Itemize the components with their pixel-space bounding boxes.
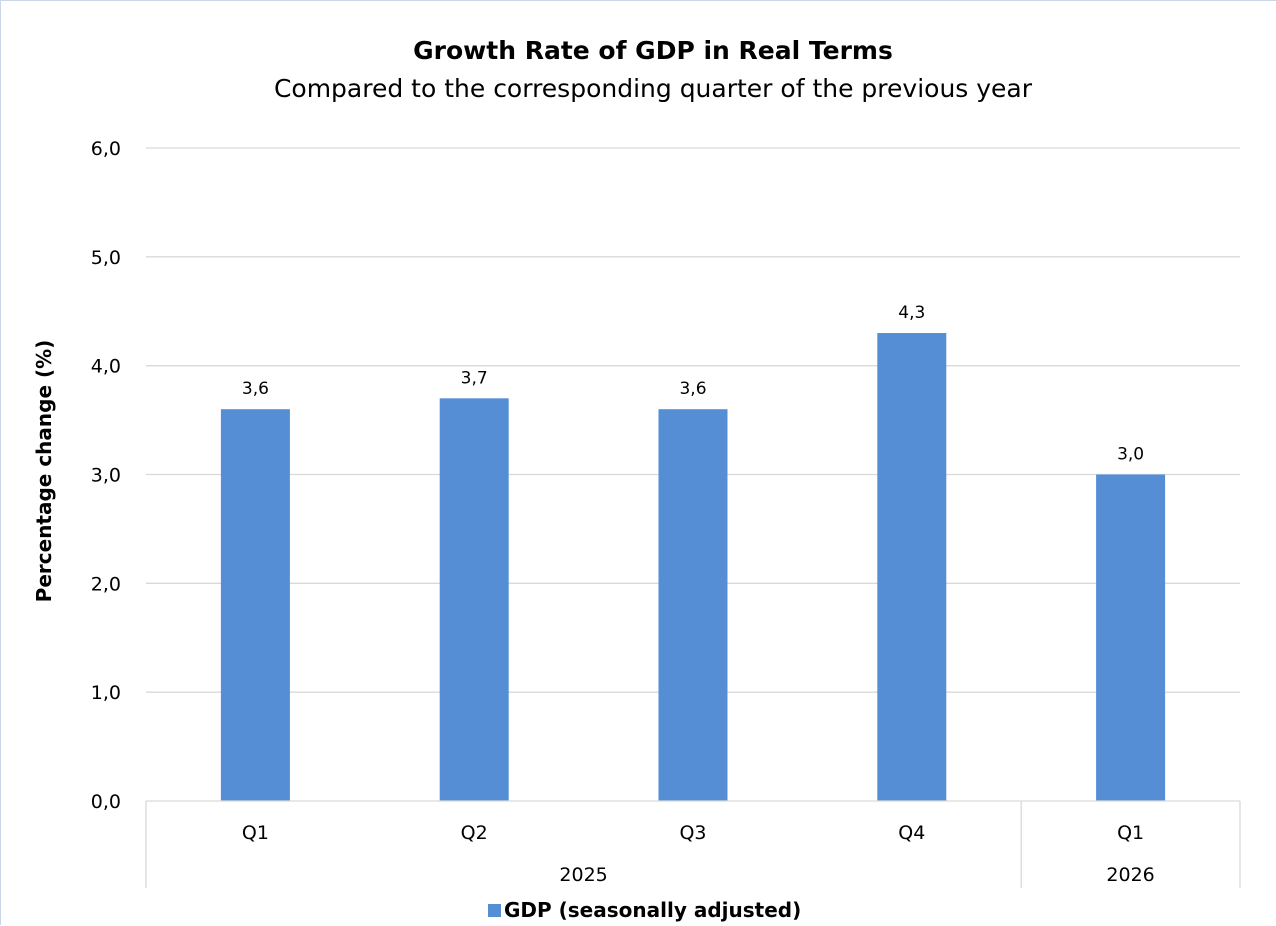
data-label: 3,6 [242, 379, 269, 399]
bar [877, 333, 947, 801]
y-tick-label: 0,0 [91, 791, 121, 813]
bar [439, 398, 509, 801]
data-label: 3,6 [679, 379, 706, 399]
data-label: 3,7 [461, 368, 488, 388]
x-group-label: 2025 [559, 864, 607, 886]
x-tick-label: Q4 [898, 822, 925, 844]
x-tick-label: Q2 [461, 822, 488, 844]
x-tick-label: Q1 [1117, 822, 1144, 844]
chart-title: Growth Rate of GDP in Real Terms [413, 36, 893, 65]
bar [658, 409, 728, 801]
y-tick-label: 2,0 [91, 573, 121, 595]
legend-swatch [488, 904, 501, 917]
data-labels: 3,6 3,7 3,6 4,3 3,0 [242, 303, 1144, 464]
bars [220, 333, 1166, 801]
x-group-label: 2026 [1106, 864, 1154, 886]
x-tick-label: Q1 [242, 822, 269, 844]
data-label: 4,3 [898, 303, 925, 323]
data-label: 3,0 [1117, 445, 1144, 465]
y-tick-label: 5,0 [91, 247, 121, 269]
legend: GDP (seasonally adjusted) [488, 898, 801, 922]
y-axis-ticks: 0,0 1,0 2,0 3,0 4,0 5,0 6,0 [91, 138, 121, 813]
x-axis: Q1 Q2 Q3 Q4 Q1 2025 2026 [145, 800, 1241, 888]
y-tick-label: 3,0 [91, 465, 121, 487]
y-tick-label: 1,0 [91, 682, 121, 704]
y-tick-label: 4,0 [91, 356, 121, 378]
bar [220, 409, 290, 801]
y-tick-label: 6,0 [91, 138, 121, 160]
x-tick-label: Q3 [679, 822, 706, 844]
legend-label: GDP (seasonally adjusted) [504, 898, 801, 922]
y-axis-label: Percentage change (%) [32, 340, 56, 603]
chart-subtitle: Compared to the corresponding quarter of… [274, 74, 1033, 103]
bar [1096, 474, 1166, 801]
